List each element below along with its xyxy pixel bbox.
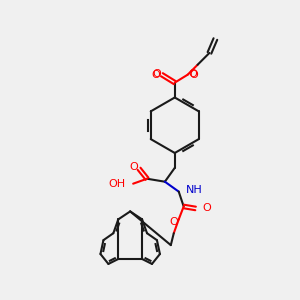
Text: OH: OH (108, 179, 125, 189)
Text: O: O (188, 69, 197, 79)
Text: NH: NH (186, 184, 202, 195)
Text: O: O (130, 162, 139, 172)
Text: O: O (169, 217, 178, 227)
Text: O: O (153, 69, 161, 79)
Text: O: O (189, 70, 198, 80)
Text: O: O (202, 203, 211, 214)
Text: O: O (152, 70, 160, 80)
